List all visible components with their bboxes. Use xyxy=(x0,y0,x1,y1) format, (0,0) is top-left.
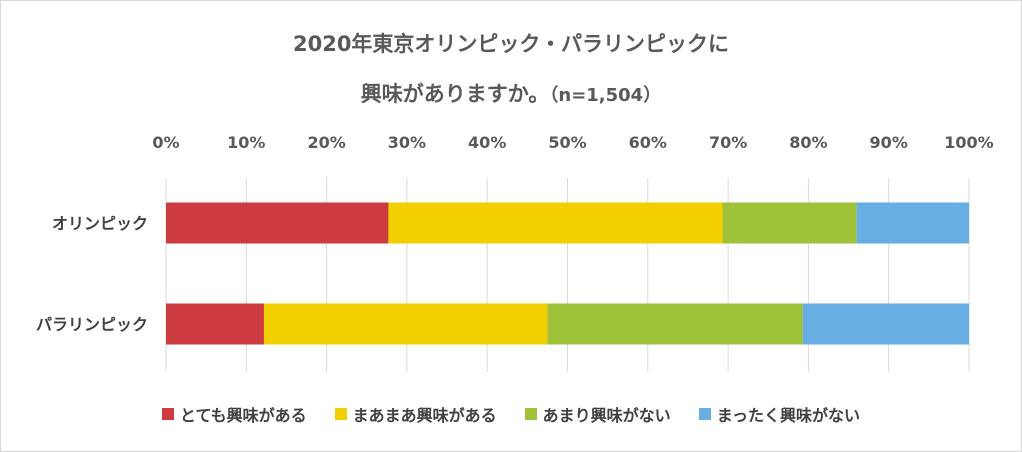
chart-title-sample-size: （n=1,504） xyxy=(549,85,662,106)
legend-swatch xyxy=(698,408,711,420)
bar-segment xyxy=(856,202,969,244)
x-tick-label: 60% xyxy=(629,133,667,152)
x-tick-label: 20% xyxy=(307,133,345,152)
legend-label: あまり興味がない xyxy=(542,406,671,425)
bar-segment xyxy=(263,303,548,345)
x-tick-label: 100% xyxy=(944,133,993,152)
legend-swatch xyxy=(334,408,347,420)
bar-segment xyxy=(802,303,969,345)
category-label: オリンピック xyxy=(52,214,148,233)
bar-segment xyxy=(722,202,857,244)
legend-item: とても興味がある xyxy=(161,402,307,426)
chart-title-question: 興味がありますか。 xyxy=(360,82,550,106)
category-label: パラリンピック xyxy=(36,315,148,334)
x-tick-label: 70% xyxy=(709,133,747,152)
legend-swatch xyxy=(524,408,537,420)
chart-legend: とても興味がある まあまあ興味がある あまり興味がない まったく興味がない xyxy=(0,402,1022,426)
chart-title-line2: 興味がありますか。（n=1,504） xyxy=(0,78,1022,108)
bar-segment xyxy=(166,202,389,244)
x-tick-label: 90% xyxy=(870,133,908,152)
x-tick-label: 40% xyxy=(468,133,506,152)
legend-item: まったく興味がない xyxy=(698,402,861,426)
legend-label: とても興味がある xyxy=(179,406,307,425)
bar-segment xyxy=(547,303,803,345)
legend-label: まあまあ興味がある xyxy=(352,406,497,425)
x-tick-label: 0% xyxy=(152,133,179,152)
legend-label: まったく興味がない xyxy=(716,406,861,425)
x-tick-label: 80% xyxy=(789,133,827,152)
x-tick-label: 50% xyxy=(548,133,586,152)
x-tick-label: 30% xyxy=(388,133,426,152)
chart-title-line1: 2020年東京オリンピック・パラリンピックに xyxy=(292,32,730,56)
legend-item: あまり興味がない xyxy=(524,402,671,426)
legend-swatch xyxy=(161,408,174,420)
legend-item: まあまあ興味がある xyxy=(334,402,497,426)
bar-segment xyxy=(388,202,723,244)
x-tick-label: 10% xyxy=(227,133,265,152)
bar-segment xyxy=(166,303,264,345)
